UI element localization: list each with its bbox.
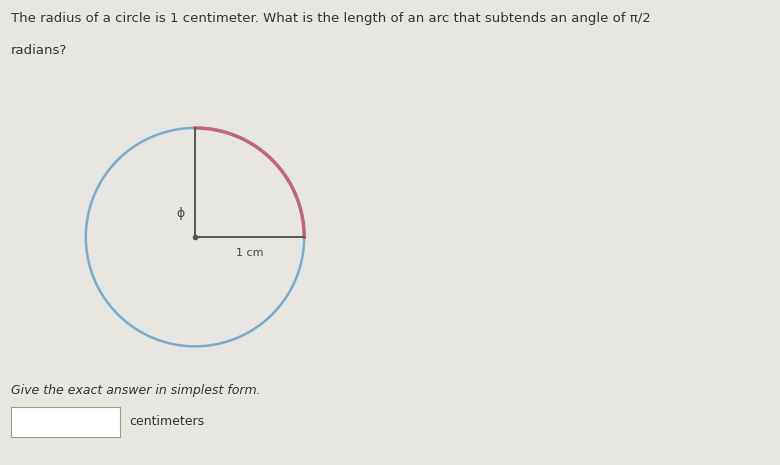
Text: centimeters: centimeters — [129, 416, 204, 428]
Text: 1 cm: 1 cm — [236, 248, 264, 258]
Text: ϕ: ϕ — [177, 206, 185, 219]
Text: The radius of a circle is 1 centimeter. What is the length of an arc that subten: The radius of a circle is 1 centimeter. … — [11, 12, 651, 25]
Text: radians?: radians? — [11, 44, 67, 57]
Text: Give the exact answer in simplest form.: Give the exact answer in simplest form. — [11, 384, 261, 397]
